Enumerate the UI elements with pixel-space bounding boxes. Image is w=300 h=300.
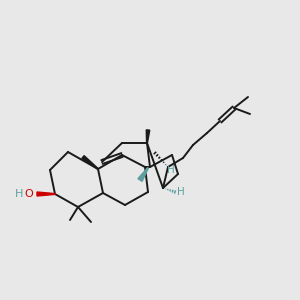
Polygon shape xyxy=(37,192,55,196)
Polygon shape xyxy=(82,156,98,169)
Polygon shape xyxy=(146,130,150,143)
Text: O: O xyxy=(25,189,33,199)
Text: H: H xyxy=(15,189,23,199)
Text: H: H xyxy=(177,187,185,197)
Text: H: H xyxy=(167,165,175,175)
Polygon shape xyxy=(138,168,148,182)
